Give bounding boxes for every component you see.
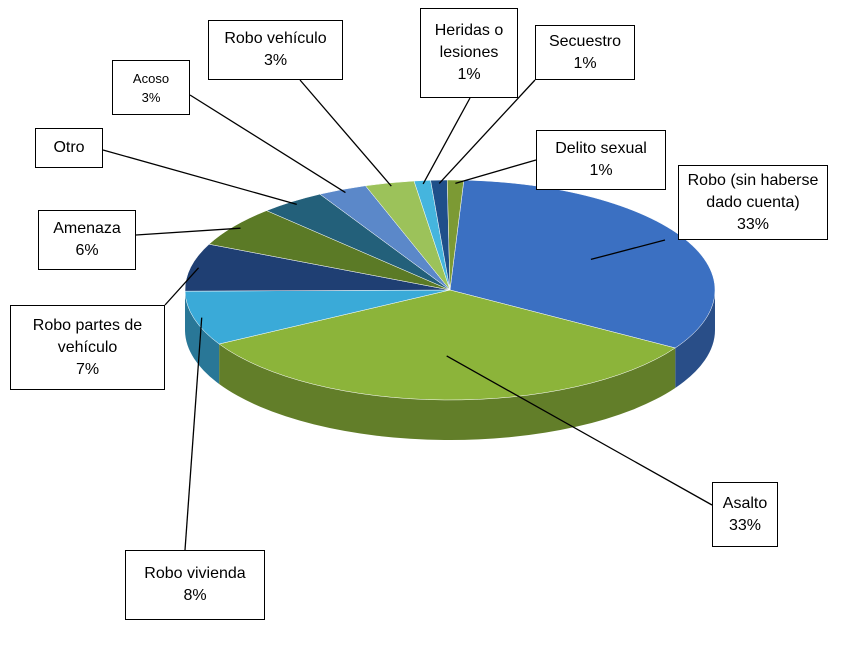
slice [446, 179, 465, 291]
label-name: Robo (sin haberse dado cuenta) [687, 171, 819, 211]
leader-line [189, 94, 346, 194]
label-value: 3% [263, 52, 288, 69]
label-value: 7% [75, 360, 100, 378]
label-value: 3% [141, 89, 161, 105]
leader-line [184, 317, 203, 551]
label-name: Asalto [722, 494, 768, 512]
data-label: Amenaza 6% [38, 210, 136, 270]
label-value: 1% [573, 54, 597, 72]
label-name: Robo partes de vehículo [32, 316, 143, 356]
leader-line [422, 97, 471, 185]
label-name: Delito sexual [555, 140, 647, 157]
label-name: Otro [53, 139, 85, 156]
data-label: Heridas o lesiones 1% [420, 8, 518, 98]
slice-side [675, 290, 715, 388]
label-name: Robo vivienda [144, 565, 246, 582]
label-name: Acoso [132, 70, 170, 86]
slice-side [185, 291, 220, 384]
label-value: 1% [589, 162, 613, 179]
data-label: Robo partes de vehículo 7% [10, 305, 165, 390]
leader-line [438, 79, 536, 184]
label-name: Secuestro [548, 32, 622, 50]
data-label: Robo vivienda 8% [125, 550, 265, 620]
leader-line [590, 239, 666, 261]
leader-line [299, 79, 392, 187]
data-label: Asalto 33% [712, 482, 778, 547]
data-label: Secuestro 1% [535, 25, 635, 80]
data-label: Acoso 3% [112, 60, 190, 115]
leader-line [446, 355, 713, 506]
slice-side [219, 343, 676, 440]
data-label: Delito sexual 1% [536, 130, 666, 190]
label-name: Robo vehículo [224, 30, 327, 47]
label-name: Heridas o lesiones [434, 22, 504, 61]
label-value: 33% [736, 215, 770, 233]
slice [184, 289, 451, 345]
leader-line [135, 227, 241, 236]
data-label: Robo vehículo 3% [208, 20, 343, 80]
data-label: Otro [35, 128, 103, 168]
label-value: 33% [728, 516, 762, 534]
label-name: Amenaza [53, 220, 121, 237]
data-label: Robo (sin haberse dado cuenta) 33% [678, 165, 828, 240]
leader-line [102, 149, 297, 205]
leader-line [455, 159, 537, 184]
leader-line [164, 267, 200, 306]
label-value: 6% [75, 242, 99, 259]
slice [184, 243, 451, 292]
label-value: 1% [457, 66, 481, 83]
label-value: 8% [183, 587, 207, 604]
